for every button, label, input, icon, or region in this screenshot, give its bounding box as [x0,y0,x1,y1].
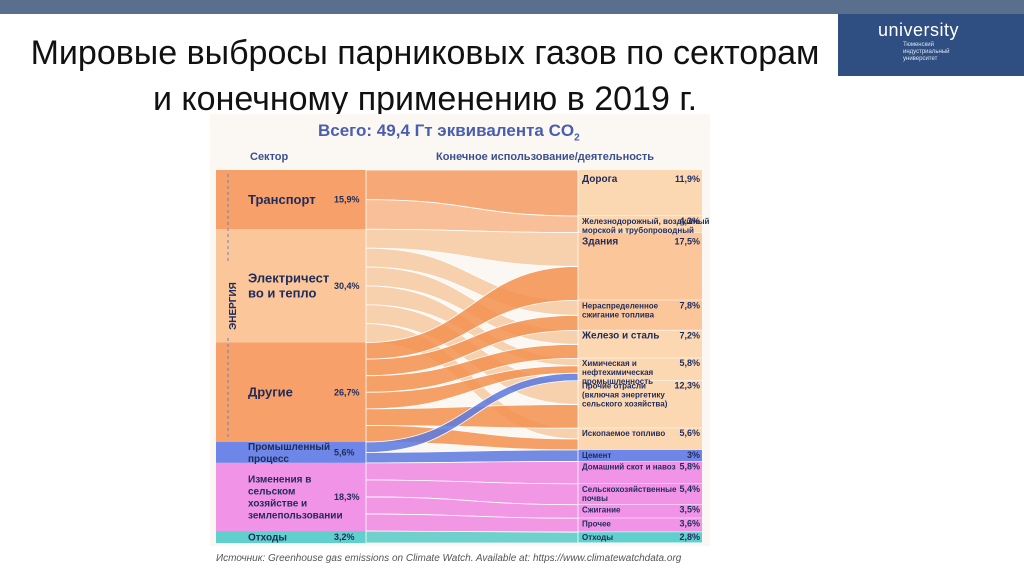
enduse-label-9-0: Домашний скот и навоз [582,462,676,471]
enduse-label-5-0: Химическая и [582,359,637,368]
sector-label-4-3: землепользовании [248,510,343,521]
enduse-label-4-0: Железо и сталь [581,330,659,341]
enduse-label-3-1: сжигание топлива [582,310,655,319]
enduse-value-6: 12,3% [674,381,700,391]
sector-bar-0 [216,170,366,230]
enduse-value-10: 5,4% [679,484,700,494]
sector-bar-1 [216,229,366,343]
energy-group-label: ЭНЕРГИЯ [228,282,239,330]
sector-label-4-1: сельском [248,486,295,497]
sector-label-4-2: хозяйстве и [248,498,307,509]
sector-label-2-0: Другие [248,385,293,400]
enduse-bar-3 [578,300,702,331]
enduse-label-8-0: Цемент [582,451,611,460]
enduse-bar-4 [578,330,702,359]
right-header: Конечное использование/деятельность [436,151,655,163]
sector-label-3-0: Промышленный [248,442,330,453]
flow-20 [365,530,579,544]
enduse-bar-0 [578,170,702,216]
enduse-bar-6 [578,380,702,429]
enduse-label-3-0: Нераспределенное [582,301,659,310]
flow-8 [365,266,579,360]
enduse-bar-5 [578,358,702,381]
enduse-bar-7 [578,428,702,450]
enduse-bar-11 [578,504,702,519]
flow-14 [365,372,579,453]
enduse-label-0-0: Дорога [582,174,618,185]
enduse-label-6-2: сельского хозяйства) [582,400,668,409]
sector-bar-4 [216,462,366,532]
enduse-label-13-0: Отходы [582,533,613,542]
source-note: Источник: Greenhouse gas emissions on Cl… [216,553,682,564]
chart-title-subscript: 2 [574,132,580,144]
sector-label-1-0: Электричест [248,271,329,286]
sector-value-0: 15,9% [334,195,360,205]
enduse-bar-8 [578,449,702,462]
brand-panel [838,14,1024,76]
enduse-value-2: 17,5% [674,237,700,247]
enduse-label-1-1: морской и трубопроводный [582,226,694,235]
enduse-value-13: 2,8% [679,532,700,542]
enduse-bar-1 [578,215,702,233]
enduse-label-12-0: Прочее [582,519,611,528]
enduse-value-11: 3,5% [679,505,700,515]
enduse-label-10-0: Сельскохозяйственные [582,485,677,494]
enduse-bar-10 [578,483,702,505]
enduse-value-4: 7,2% [679,330,700,340]
enduse-label-10-1: почвы [582,494,608,503]
sector-label-0-0: Транспорт [248,192,316,207]
enduse-label-2-0: Здания [582,237,618,248]
enduse-value-9: 5,8% [679,461,700,471]
sector-value-5: 3,2% [334,532,355,542]
sector-label-3-1: процесс [248,454,289,465]
top-bar [0,0,1024,14]
enduse-label-11-0: Сжигание [582,506,621,515]
university-subtitle: Тюменский индустриальный университет [903,42,950,62]
chart-title: Всего: 49,4 Гт эквивалента CO2 [318,121,580,143]
enduse-bar-12 [578,518,702,533]
sector-value-2: 26,7% [334,387,360,397]
sector-bar-3 [216,442,366,463]
enduse-bar-9 [578,461,702,484]
university-logo: university [878,20,960,40]
sector-value-3: 5,6% [334,447,355,457]
enduse-value-5: 5,8% [679,358,700,368]
flow-10 [365,343,579,393]
flow-9 [365,314,579,377]
sector-bar-5 [216,531,366,543]
enduse-value-8: 3% [687,450,700,460]
enduse-label-5-1: нефтехимическая [582,368,654,377]
enduse-label-1-0: Железнодорожный, воздушный [581,217,710,226]
enduse-label-5-2: промышленность [582,377,653,386]
enduse-bar-2 [578,232,702,301]
sector-label-5-0: Отходы [248,532,287,543]
page-title: Мировые выбросы парниковых газов по сект… [30,34,820,118]
enduse-bar-13 [578,532,702,543]
enduse-value-7: 5,6% [679,428,700,438]
sector-value-4: 18,3% [334,492,360,502]
enduse-label-6-1: (включая энергетику [582,391,665,400]
enduse-label-6-0: Прочие отрасли [582,382,646,391]
chart-title-text: Всего: 49,4 Гт эквивалента CO [318,121,575,140]
enduse-value-1: 4,3% [679,216,700,226]
sector-label-1-1: во и тепло [248,286,317,301]
sector-label-4-0: Изменения в [248,474,311,485]
enduse-value-3: 7,8% [679,300,700,310]
enduse-value-12: 3,6% [679,518,700,528]
sector-bar-2 [216,342,366,443]
enduse-label-7-0: Ископаемое топливо [582,429,665,438]
sector-value-1: 30,4% [334,281,360,291]
enduse-value-0: 11,9% [675,174,700,184]
left-header: Сектор [250,151,289,163]
